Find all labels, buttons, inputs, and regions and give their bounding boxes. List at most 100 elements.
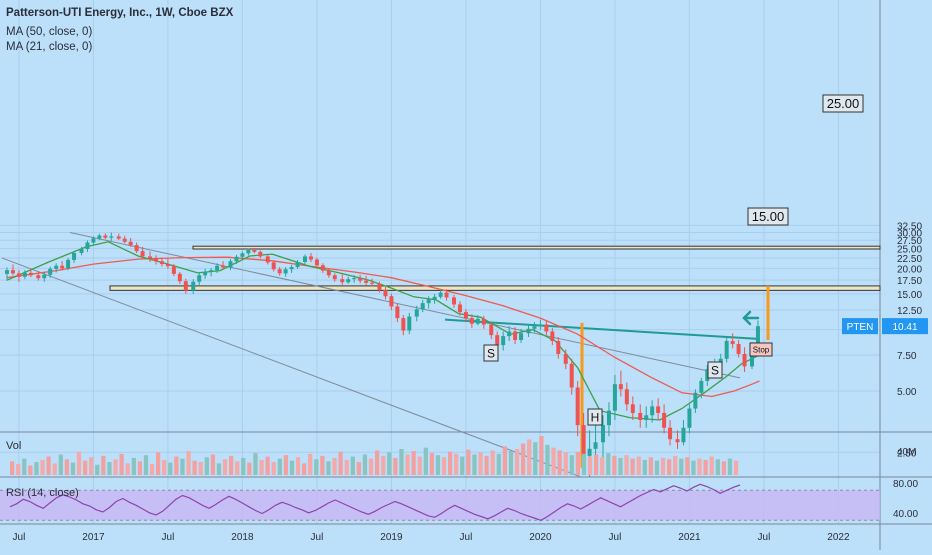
- candle-body: [495, 335, 500, 346]
- volume-bar: [423, 447, 428, 475]
- volume-bar: [721, 461, 727, 475]
- volume-bar: [16, 464, 21, 475]
- volume-bar: [332, 457, 337, 475]
- volume-bar: [277, 458, 282, 475]
- chart-title: Patterson-UTI Energy, Inc., 1W, Cboe BZX: [6, 7, 234, 19]
- volume-bar: [581, 453, 587, 475]
- candle-body: [215, 265, 220, 271]
- channel-lower-line: [1, 257, 581, 478]
- rsi-band: [0, 490, 880, 521]
- candle-body: [252, 250, 257, 252]
- volume-bar: [624, 455, 629, 475]
- candle-body: [624, 389, 629, 405]
- volume-bar: [295, 457, 301, 475]
- volume-bar: [107, 462, 112, 475]
- volume-bar: [612, 455, 617, 475]
- label-15-box: [747, 207, 789, 226]
- candle-body: [271, 262, 276, 270]
- volume-bar: [76, 451, 82, 475]
- candle-body: [203, 271, 208, 276]
- volume-bar: [101, 455, 106, 475]
- volume-bar: [168, 462, 173, 475]
- volume-bar: [83, 460, 88, 475]
- volume-bar: [478, 452, 483, 475]
- volume-bar: [551, 447, 556, 475]
- candle-body: [109, 236, 114, 238]
- price-tick-label: 22.50: [897, 254, 922, 265]
- volume-bar: [606, 453, 611, 475]
- candle-body: [159, 261, 164, 265]
- volume-bar: [466, 449, 471, 475]
- candle-body: [501, 336, 506, 346]
- candle-body: [463, 312, 468, 319]
- volume-bar: [70, 462, 76, 475]
- volume-bar: [52, 463, 57, 475]
- time-tick-label: 2020: [529, 532, 552, 543]
- candle-body: [66, 259, 71, 269]
- volume-bar: [679, 458, 684, 475]
- candle-body: [481, 318, 486, 325]
- candle-body: [240, 253, 245, 257]
- volume-bar: [113, 459, 118, 475]
- volume-bar: [648, 457, 654, 475]
- volume-bar: [180, 458, 185, 475]
- volume-bar: [417, 456, 422, 475]
- volume-bar: [368, 458, 374, 475]
- rsi-pane-label: RSI (14, close): [6, 487, 79, 499]
- volume-bar: [703, 459, 708, 475]
- label-25-box: [822, 94, 864, 113]
- candle-body: [519, 333, 524, 340]
- volume-bar: [143, 455, 149, 475]
- volume-bar: [660, 457, 666, 475]
- price-tick-label: 17.50: [897, 276, 922, 287]
- label-stop: Stop: [749, 342, 773, 357]
- candle-body: [48, 268, 53, 275]
- volume-bar: [326, 461, 331, 475]
- candle-body: [452, 297, 456, 305]
- price-tick-label: 2.50: [897, 448, 917, 459]
- rsi-tick-label: 40.00: [893, 509, 918, 520]
- volume-bar: [496, 453, 501, 475]
- candle-body: [103, 235, 108, 238]
- volume-bar: [156, 452, 161, 475]
- drawings: [1, 232, 881, 478]
- candle-body: [246, 250, 251, 254]
- candle-body: [42, 274, 47, 279]
- volume-bar: [490, 450, 495, 475]
- volume-bar: [302, 463, 307, 475]
- label-shoulder-right: S: [707, 361, 723, 379]
- ma50-legend: MA (50, close, 0): [6, 26, 93, 38]
- arrow-left-icon: [742, 310, 760, 326]
- volume-bar: [429, 453, 435, 475]
- volume-bar: [283, 455, 289, 475]
- label-25: 25.00: [822, 94, 864, 113]
- ma21-legend: MA (21, close, 0): [6, 41, 93, 53]
- volume-bar: [241, 457, 246, 475]
- volume-bar: [594, 454, 599, 475]
- label-stop-box: [749, 342, 773, 357]
- volume-bar: [64, 459, 70, 475]
- volume-bar: [484, 455, 489, 475]
- annotations: 25.00 15.00 S H S Stop: [483, 94, 864, 426]
- candle-body: [656, 406, 661, 413]
- candle-body: [303, 256, 307, 262]
- price-tick-label: 5.00: [897, 387, 917, 398]
- volume-bar: [95, 464, 100, 475]
- volume-bar: [314, 459, 319, 475]
- candle-body: [507, 331, 512, 337]
- volume-bar: [441, 457, 447, 475]
- candle-body: [587, 448, 592, 456]
- label-shoulder-left-text: S: [487, 346, 495, 360]
- candle-body: [346, 279, 351, 283]
- candle-body: [183, 281, 188, 291]
- volume-bars: [10, 436, 739, 475]
- volume-bar: [271, 462, 276, 475]
- volume-bar: [709, 456, 714, 475]
- candle-body: [265, 256, 270, 263]
- volume-bar: [338, 451, 343, 475]
- volume-bar: [259, 459, 264, 475]
- candle-body: [197, 275, 202, 282]
- candle-body: [289, 267, 294, 270]
